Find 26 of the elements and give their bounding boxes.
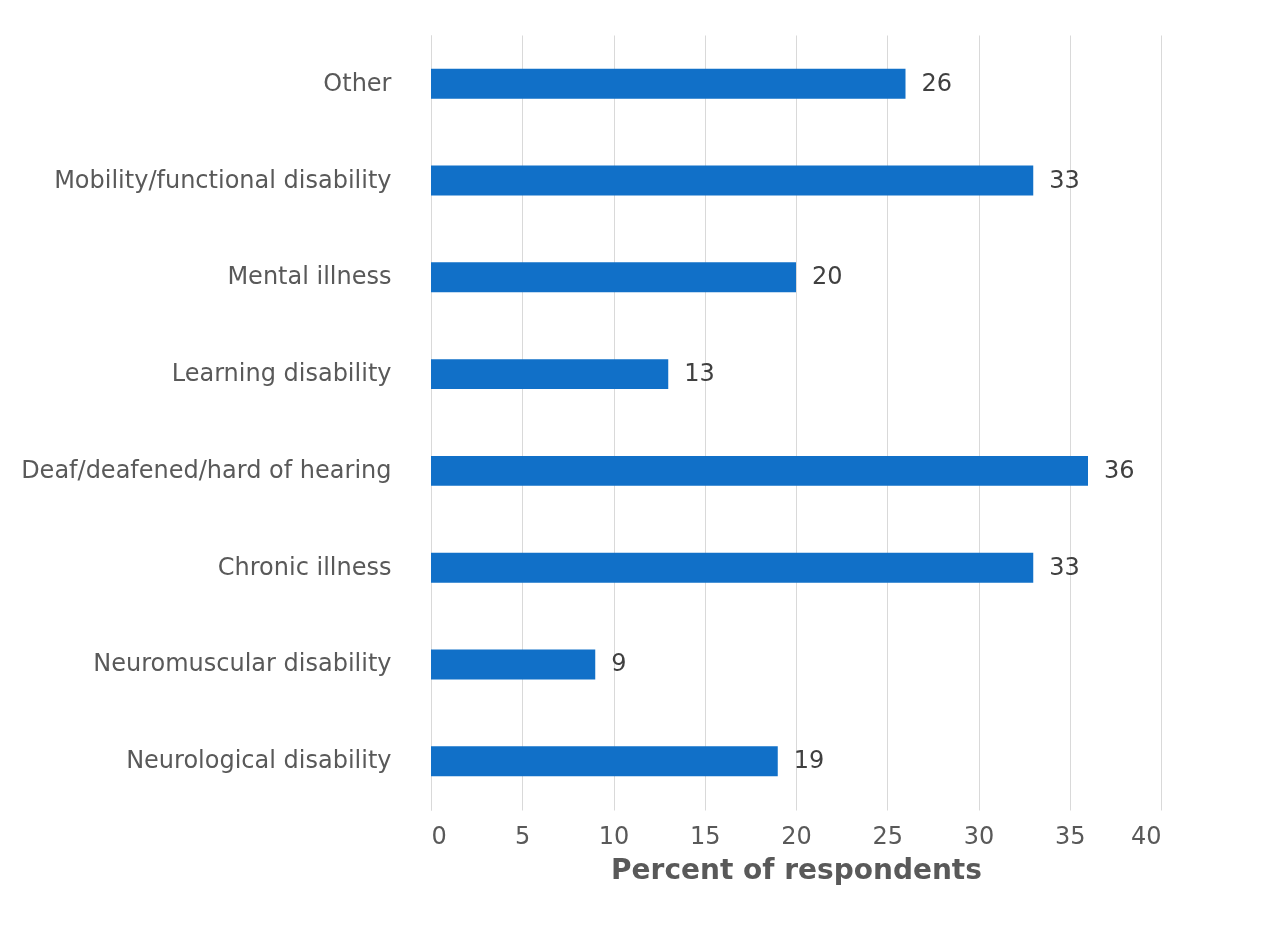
- y-tick-label: Mobility/functional disability: [54, 165, 392, 194]
- x-tick-label: 25: [872, 821, 904, 850]
- data-label: 19: [793, 746, 825, 775]
- x-tick-label: 0: [431, 821, 447, 850]
- x-tick-label: 35: [1054, 821, 1086, 850]
- x-tick-label: 30: [963, 821, 995, 850]
- x-tick-label: 40: [1130, 821, 1162, 850]
- y-tick-label: Mental illness: [227, 262, 392, 291]
- data-label: 36: [1104, 455, 1135, 484]
- y-tick-label: Neurological disability: [126, 746, 392, 775]
- y-tick-label: Other: [323, 68, 392, 97]
- y-tick-label: Deaf/deafened/hard of hearing: [21, 455, 392, 484]
- x-tick-label: 15: [689, 821, 721, 850]
- y-tick-label: Learning disability: [171, 359, 392, 388]
- x-tick-label: 20: [781, 821, 812, 850]
- x-tick-label: 5: [515, 821, 531, 850]
- data-label: 33: [1049, 552, 1080, 581]
- y-tick-label: Chronic illness: [217, 552, 392, 581]
- data-label: 26: [921, 68, 953, 97]
- data-label: 9: [611, 649, 627, 678]
- x-tick-label: 10: [598, 821, 630, 850]
- data-label: 13: [684, 359, 715, 388]
- x-axis-title: Percent of respondents: [611, 852, 982, 886]
- data-label: 20: [812, 262, 843, 291]
- data-label: 33: [1049, 165, 1080, 194]
- y-tick-label: Neuromuscular disability: [93, 649, 392, 678]
